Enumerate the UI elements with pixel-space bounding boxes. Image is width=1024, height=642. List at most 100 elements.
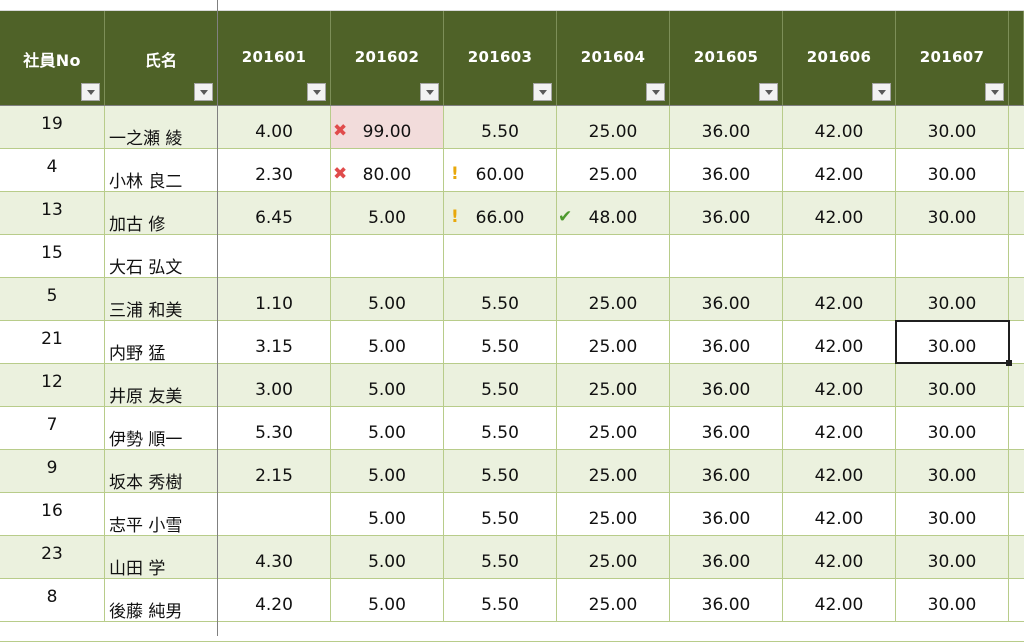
cell-m7[interactable]: 30.00	[896, 579, 1009, 621]
cell-m2[interactable]: 5.00	[331, 450, 444, 492]
cell-m6[interactable]: 42.00	[783, 493, 896, 535]
cell-m2[interactable]: 5.00	[331, 536, 444, 578]
cell-m3[interactable]: 5.50	[444, 278, 557, 320]
cell-name[interactable]: 小林 良二	[105, 149, 218, 192]
filter-dropdown-button[interactable]	[533, 83, 552, 101]
cell-no[interactable]: 9	[0, 450, 105, 492]
cell-m5[interactable]: 36.00	[670, 407, 783, 449]
filter-dropdown-button[interactable]	[307, 83, 326, 101]
cell-m4[interactable]: 25.00	[557, 321, 670, 363]
cell-m6[interactable]: 42.00	[783, 321, 896, 363]
cell-m7[interactable]: 30.00	[896, 536, 1009, 578]
cell-m3[interactable]: 5.50	[444, 364, 557, 406]
cell-no[interactable]: 4	[0, 149, 105, 191]
cell-m1[interactable]: 5.30	[218, 407, 331, 449]
cell-name[interactable]: 内野 猛	[105, 321, 218, 364]
cell-m6[interactable]: 42.00	[783, 536, 896, 578]
cell-no[interactable]: 7	[0, 407, 105, 449]
cell-name[interactable]: 志平 小雪	[105, 493, 218, 536]
cell-m6[interactable]: 42.00	[783, 192, 896, 234]
cell-m4[interactable]: 25.00	[557, 278, 670, 320]
cell-m3[interactable]: 5.50	[444, 450, 557, 492]
cell-m2[interactable]: 5.00	[331, 364, 444, 406]
cell-m7[interactable]	[896, 235, 1009, 277]
cell-m1[interactable]: 4.30	[218, 536, 331, 578]
cell-m2[interactable]	[331, 235, 444, 277]
cell-m6[interactable]: 42.00	[783, 149, 896, 191]
cell-m4[interactable]: 25.00	[557, 493, 670, 535]
cell-m6[interactable]	[783, 235, 896, 277]
cell-m2[interactable]: 5.00	[331, 493, 444, 535]
cell-m3[interactable]: 5.50	[444, 106, 557, 148]
cell-name[interactable]: 伊勢 順一	[105, 407, 218, 450]
filter-dropdown-button[interactable]	[646, 83, 665, 101]
cell-m3[interactable]	[444, 235, 557, 277]
cell-name[interactable]: 後藤 純男	[105, 579, 218, 622]
cell-m1[interactable]	[218, 493, 331, 535]
cell-m3[interactable]: 5.50	[444, 321, 557, 363]
cell-no[interactable]: 16	[0, 493, 105, 535]
cell-m4[interactable]: 25.00	[557, 536, 670, 578]
cell-m6[interactable]: 42.00	[783, 278, 896, 320]
cell-name[interactable]: 一之瀬 綾	[105, 106, 218, 149]
cell-no[interactable]: 23	[0, 536, 105, 578]
cell-m2[interactable]: 5.00	[331, 278, 444, 320]
cell-m5[interactable]: 36.00	[670, 278, 783, 320]
header-m4[interactable]: 201604	[557, 11, 670, 105]
cell-m7[interactable]: 30.00	[896, 149, 1009, 191]
cell-m1[interactable]: 6.45	[218, 192, 331, 234]
header-m2[interactable]: 201602	[331, 11, 444, 105]
cell-m5[interactable]: 36.00	[670, 450, 783, 492]
filter-dropdown-button[interactable]	[872, 83, 891, 101]
cell-m4[interactable]: 25.00	[557, 407, 670, 449]
cell-m7[interactable]: 30.00	[896, 364, 1009, 406]
cell-m1[interactable]: 2.30	[218, 149, 331, 191]
cell-m3[interactable]: 5.50	[444, 536, 557, 578]
cell-m5[interactable]: 36.00	[670, 536, 783, 578]
cell-m7[interactable]: 30.00	[896, 106, 1009, 148]
cell-no[interactable]: 15	[0, 235, 105, 277]
header-m6[interactable]: 201606	[783, 11, 896, 105]
cell-m7[interactable]: 30.00	[896, 278, 1009, 320]
cell-m4[interactable]: 25.00	[557, 364, 670, 406]
filter-dropdown-button[interactable]	[81, 83, 100, 101]
cell-m5[interactable]: 36.00	[670, 364, 783, 406]
cell-m1[interactable]: 1.10	[218, 278, 331, 320]
cell-name[interactable]: 山田 学	[105, 536, 218, 579]
cell-m7[interactable]: 30.00	[896, 407, 1009, 449]
cell-m2[interactable]: ✖ 80.00	[331, 149, 444, 191]
filter-dropdown-button[interactable]	[985, 83, 1004, 101]
cell-m1[interactable]: 4.00	[218, 106, 331, 148]
cell-m4[interactable]: 25.00	[557, 579, 670, 621]
cell-m3[interactable]: ! 60.00	[444, 149, 557, 191]
cell-m3[interactable]: ! 66.00	[444, 192, 557, 234]
cell-m2[interactable]: 5.00	[331, 407, 444, 449]
cell-no[interactable]: 13	[0, 192, 105, 234]
header-no[interactable]: 社員No	[0, 11, 105, 105]
cell-m5[interactable]: 36.00	[670, 192, 783, 234]
cell-name[interactable]: 大石 弘文	[105, 235, 218, 278]
cell-m5[interactable]: 36.00	[670, 493, 783, 535]
cell-m1[interactable]: 4.20	[218, 579, 331, 621]
cell-name[interactable]: 加古 修	[105, 192, 218, 235]
cell-m4[interactable]	[557, 235, 670, 277]
header-m7[interactable]: 201607	[896, 11, 1009, 105]
cell-no[interactable]: 21	[0, 321, 105, 363]
cell-m5[interactable]: 36.00	[670, 579, 783, 621]
cell-m6[interactable]: 42.00	[783, 364, 896, 406]
cell-m7[interactable]: 30.00	[896, 192, 1009, 234]
cell-no[interactable]: 19	[0, 106, 105, 148]
cell-m6[interactable]: 42.00	[783, 450, 896, 492]
cell-no[interactable]: 8	[0, 579, 105, 621]
cell-m6[interactable]: 42.00	[783, 579, 896, 621]
cell-name[interactable]: 井原 友美	[105, 364, 218, 407]
cell-m6[interactable]: 42.00	[783, 407, 896, 449]
cell-name[interactable]: 三浦 和美	[105, 278, 218, 321]
cell-m1[interactable]: 2.15	[218, 450, 331, 492]
header-m5[interactable]: 201605	[670, 11, 783, 105]
cell-name[interactable]: 坂本 秀樹	[105, 450, 218, 493]
cell-m3[interactable]: 5.50	[444, 407, 557, 449]
cell-m5[interactable]: 36.00	[670, 106, 783, 148]
cell-no[interactable]: 5	[0, 278, 105, 320]
